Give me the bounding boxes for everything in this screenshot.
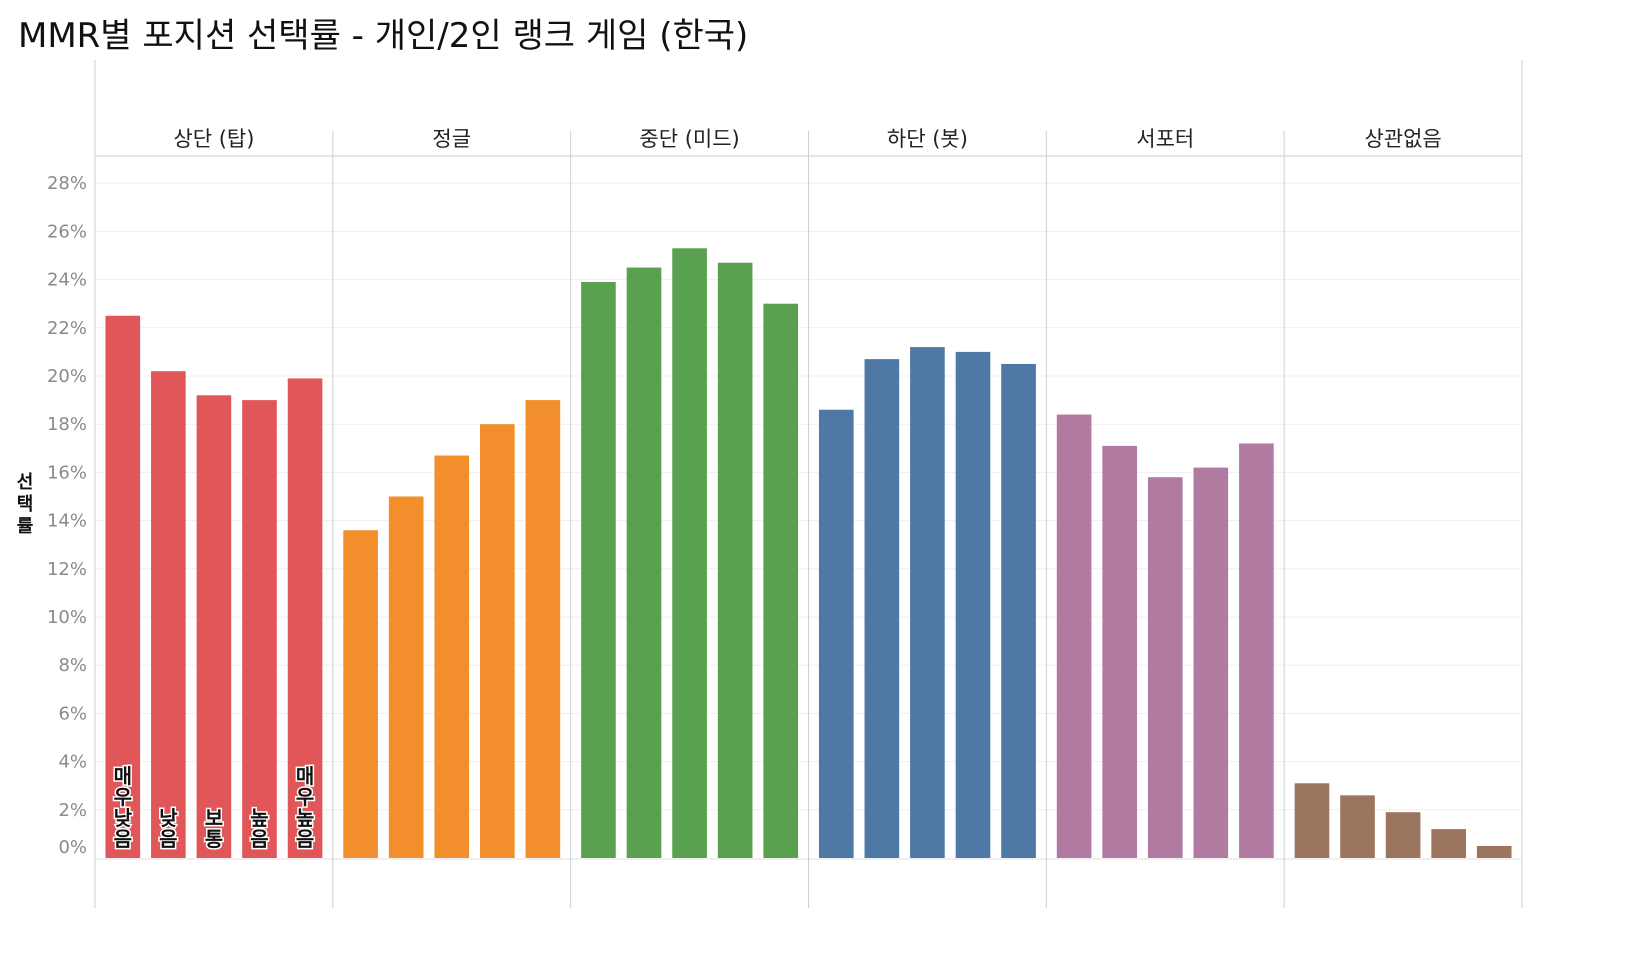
panel-frame bbox=[94, 60, 1523, 908]
y-tick-label: 4% bbox=[58, 752, 87, 773]
bar bbox=[1476, 845, 1512, 858]
panel-header-label: 정글 bbox=[432, 127, 471, 151]
bar bbox=[864, 359, 900, 858]
bar bbox=[910, 347, 945, 858]
panel-header-label: 중단 (미드) bbox=[639, 127, 739, 151]
bar bbox=[1294, 783, 1330, 858]
bar-category-label-char: 보 bbox=[205, 806, 223, 830]
bar-layer bbox=[105, 248, 1512, 859]
bar bbox=[626, 267, 662, 858]
bar bbox=[1239, 443, 1274, 858]
bar-category-label-char: 높 bbox=[296, 806, 314, 830]
bar-category-label-char: 낮 bbox=[114, 806, 133, 830]
y-tick-label: 18% bbox=[47, 414, 87, 435]
y-tick-label: 8% bbox=[58, 655, 87, 676]
bar bbox=[672, 248, 707, 858]
bar bbox=[1102, 445, 1137, 858]
bar bbox=[717, 262, 753, 859]
y-axis: 0% 2% 4% 6% 8% 10% 12% 14% 16% 18% 20% 22% 24% 26% 28% bbox=[47, 173, 87, 858]
panel-header-label: 상관없음 bbox=[1364, 127, 1441, 151]
bar-category-label-char: 우 bbox=[296, 785, 314, 809]
bar bbox=[1340, 795, 1375, 858]
bar bbox=[818, 409, 854, 858]
bar-category-label-char: 음 bbox=[159, 827, 177, 851]
bar-category-label-char: 낮 bbox=[159, 806, 178, 830]
y-tick-label: 10% bbox=[47, 607, 87, 628]
bar bbox=[1431, 829, 1466, 858]
bar bbox=[525, 400, 561, 858]
bar bbox=[287, 378, 323, 858]
bar bbox=[1056, 414, 1092, 858]
y-tick-label: 26% bbox=[47, 221, 87, 242]
y-tick-label: 20% bbox=[47, 366, 87, 387]
bar bbox=[1385, 812, 1421, 858]
bar-category-label-char: 통 bbox=[205, 827, 223, 851]
y-tick-label: 16% bbox=[47, 462, 87, 483]
y-tick-label: 2% bbox=[58, 800, 87, 821]
y-tick-label: 14% bbox=[47, 511, 87, 532]
panel-header-row: 상단 (탑) 정글 중단 (미드) 하단 (봇) 서포터 상관없음 bbox=[173, 127, 1441, 151]
y-tick-label: 12% bbox=[47, 559, 87, 580]
bar-category-label-char: 높 bbox=[250, 806, 268, 830]
bar bbox=[1193, 467, 1229, 858]
bar-category-label-char: 음 bbox=[114, 827, 132, 851]
bar bbox=[196, 395, 232, 858]
bar-category-label-char: 우 bbox=[114, 785, 132, 809]
bar bbox=[242, 400, 277, 858]
bar bbox=[434, 455, 470, 858]
y-tick-label: 22% bbox=[47, 318, 87, 339]
bar bbox=[1147, 477, 1183, 858]
y-tick-label: 28% bbox=[47, 173, 87, 194]
chart-title: MMR별 포지션 선택률 - 개인/2인 랭크 게임 (한국) bbox=[18, 16, 749, 56]
panel-header-label: 서포터 bbox=[1136, 127, 1194, 151]
bar-category-label-char: 음 bbox=[296, 827, 314, 851]
bar bbox=[581, 282, 616, 858]
bar-category-label-char: 매 bbox=[296, 764, 314, 788]
bar bbox=[763, 303, 799, 858]
bar bbox=[955, 351, 991, 858]
bar bbox=[343, 530, 378, 858]
bar bbox=[388, 496, 424, 858]
y-tick-label: 6% bbox=[58, 703, 87, 724]
panel-header-label: 하단 (봇) bbox=[887, 127, 968, 151]
panel-header-label: 상단 (탑) bbox=[173, 127, 254, 151]
bar-category-label-char: 매 bbox=[114, 764, 132, 788]
y-tick-label: 0% bbox=[58, 837, 87, 858]
bar bbox=[1001, 363, 1036, 858]
y-tick-label: 24% bbox=[47, 270, 87, 291]
bar bbox=[480, 424, 515, 858]
bar bbox=[105, 315, 141, 858]
bar-category-label-char: 음 bbox=[250, 827, 268, 851]
bar bbox=[151, 371, 186, 858]
